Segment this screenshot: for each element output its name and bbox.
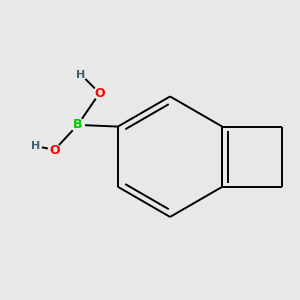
Text: O: O (49, 143, 60, 157)
Circle shape (48, 144, 60, 156)
Text: O: O (94, 87, 105, 100)
Circle shape (94, 87, 106, 99)
Circle shape (31, 141, 41, 151)
Text: H: H (76, 70, 86, 80)
Circle shape (76, 69, 86, 80)
Text: B: B (73, 118, 82, 131)
Text: H: H (31, 141, 40, 151)
Circle shape (71, 118, 85, 132)
